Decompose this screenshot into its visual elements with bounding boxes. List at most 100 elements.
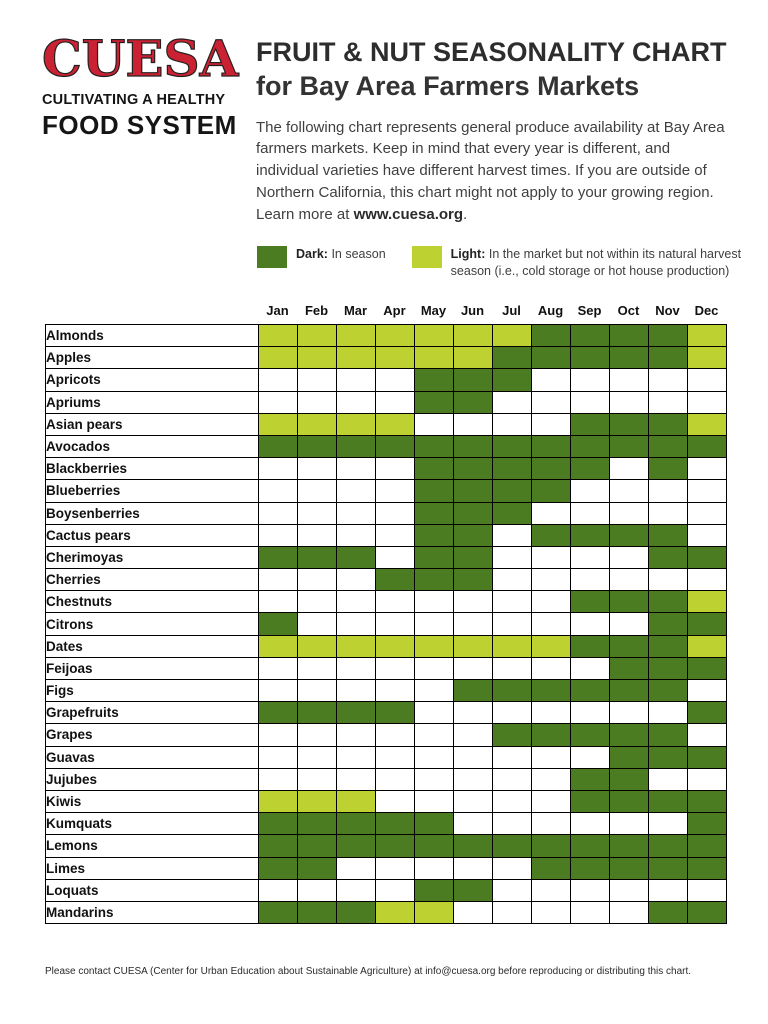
cell-boysenberries-may — [414, 501, 454, 525]
cell-kumquats-feb — [297, 812, 337, 836]
cell-grapefruits-dec — [687, 701, 727, 725]
cell-avocados-sep — [570, 434, 610, 459]
logo-tagline-line1: CULTIVATING A HEALTHY — [42, 92, 226, 108]
cell-lemons-sep — [570, 834, 610, 858]
cell-feijoas-dec — [687, 656, 727, 681]
cell-blueberries-oct — [609, 479, 649, 503]
cell-boysenberries-jun — [453, 501, 493, 525]
cell-apriums-apr — [375, 390, 415, 414]
cell-feijoas-nov — [648, 656, 688, 681]
cell-apricots-sep — [570, 368, 610, 392]
cell-apriums-jun — [453, 390, 493, 414]
cell-dates-mar — [336, 634, 376, 658]
cell-dates-jul — [492, 634, 532, 658]
cell-blueberries-sep — [570, 479, 610, 503]
cell-avocados-jun — [453, 434, 493, 459]
row-label-lemons: Lemons — [45, 834, 259, 858]
cell-cherries-jul — [492, 568, 532, 592]
cell-mandarins-feb — [297, 900, 337, 925]
cell-loquats-aug — [531, 878, 571, 902]
cell-grapes-oct — [609, 723, 649, 747]
cell-grapes-feb — [297, 723, 337, 747]
cell-chestnuts-jul — [492, 590, 532, 614]
header: FRUIT & NUT SEASONALITY CHART for Bay Ar… — [256, 36, 730, 225]
row-label-limes: Limes — [45, 856, 259, 880]
cell-chestnuts-jun — [453, 590, 493, 614]
cell-jujubes-jan — [258, 767, 298, 791]
cell-boysenberries-apr — [375, 501, 415, 525]
cell-limes-mar — [336, 856, 376, 880]
cell-blueberries-jan — [258, 479, 298, 503]
cell-apples-dec — [687, 346, 727, 370]
cell-grapefruits-oct — [609, 701, 649, 725]
cell-citrons-jan — [258, 612, 298, 636]
logo-wordmark: CUESA — [41, 29, 239, 88]
cell-figs-dec — [687, 678, 727, 703]
cell-cherries-dec — [687, 568, 727, 592]
row-label-chestnuts: Chestnuts — [45, 590, 259, 614]
cell-jujubes-jul — [492, 767, 532, 791]
cell-mandarins-jan — [258, 900, 298, 925]
cell-dates-dec — [687, 634, 727, 658]
cell-chestnuts-feb — [297, 590, 337, 614]
cell-kiwis-jan — [258, 789, 298, 814]
cell-guavas-feb — [297, 745, 337, 769]
cuesa-url-link[interactable]: www.cuesa.org — [353, 205, 464, 223]
cell-citrons-nov — [648, 612, 688, 636]
cell-kumquats-apr — [375, 812, 415, 836]
cell-mandarins-mar — [336, 900, 376, 925]
dark-green-swatch — [257, 246, 287, 268]
cell-blueberries-feb — [297, 479, 337, 503]
cell-mandarins-jun — [453, 900, 493, 925]
cell-blackberries-may — [414, 457, 454, 481]
cell-asian-pears-dec — [687, 412, 727, 436]
cell-apriums-sep — [570, 390, 610, 414]
cell-grapefruits-jan — [258, 701, 298, 725]
month-header-row: Jan Feb Mar Apr May Jun Jul Aug Sep Oct Nov Dec — [45, 303, 726, 324]
cell-boysenberries-sep — [570, 501, 610, 525]
cell-cherimoyas-aug — [531, 545, 571, 570]
table-row-apriums: Apriums — [45, 390, 727, 414]
cell-feijoas-apr — [375, 656, 415, 681]
cell-apricots-jul — [492, 368, 532, 392]
cell-jujubes-aug — [531, 767, 571, 791]
seasonality-table: Almonds Apples Apricots Apriums Asian pears A… — [45, 323, 727, 925]
cell-kiwis-dec — [687, 789, 727, 814]
row-label-asian-pears: Asian pears — [45, 412, 259, 436]
cell-cherimoyas-sep — [570, 545, 610, 570]
cell-blackberries-nov — [648, 457, 688, 481]
cell-dates-may — [414, 634, 454, 658]
cell-blackberries-oct — [609, 457, 649, 481]
cell-cactus-pears-jan — [258, 523, 298, 547]
cell-citrons-dec — [687, 612, 727, 636]
table-row-kumquats: Kumquats — [45, 812, 727, 836]
cell-apples-mar — [336, 346, 376, 370]
month-header-oct: Oct — [617, 303, 640, 318]
cell-cherries-sep — [570, 568, 610, 592]
cell-citrons-apr — [375, 612, 415, 636]
table-row-limes: Limes — [45, 856, 727, 880]
cell-citrons-sep — [570, 612, 610, 636]
cell-lemons-jan — [258, 834, 298, 858]
cell-apricots-nov — [648, 368, 688, 392]
cell-kumquats-sep — [570, 812, 610, 836]
cell-kumquats-jul — [492, 812, 532, 836]
cell-blueberries-dec — [687, 479, 727, 503]
cell-chestnuts-nov — [648, 590, 688, 614]
cell-almonds-dec — [687, 323, 727, 348]
table-row-mandarins: Mandarins — [45, 900, 727, 925]
cell-apriums-jul — [492, 390, 532, 414]
cell-blackberries-feb — [297, 457, 337, 481]
row-label-boysenberries: Boysenberries — [45, 501, 259, 525]
table-row-figs: Figs — [45, 678, 727, 703]
cell-grapefruits-sep — [570, 701, 610, 725]
cell-avocados-mar — [336, 434, 376, 459]
cell-cherries-mar — [336, 568, 376, 592]
cell-kumquats-dec — [687, 812, 727, 836]
cell-apples-apr — [375, 346, 415, 370]
cell-loquats-dec — [687, 878, 727, 902]
table-row-cactus-pears: Cactus pears — [45, 523, 727, 547]
cell-dates-aug — [531, 634, 571, 658]
seasonality-chart: Jan Feb Mar Apr May Jun Jul Aug Sep Oct Nov Dec Alm… — [45, 303, 727, 925]
